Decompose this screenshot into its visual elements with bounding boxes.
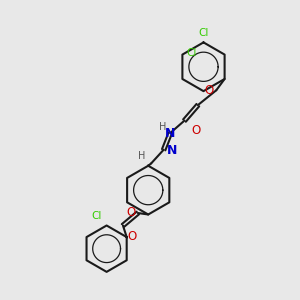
Text: O: O [205,84,214,98]
Text: O: O [126,206,135,219]
Text: N: N [167,144,178,157]
Text: O: O [191,124,200,136]
Text: Cl: Cl [198,28,209,38]
Text: Cl: Cl [187,48,197,58]
Text: H: H [159,122,167,132]
Text: O: O [128,230,137,243]
Text: N: N [165,127,175,140]
Text: H: H [139,151,146,161]
Text: Cl: Cl [92,211,102,221]
